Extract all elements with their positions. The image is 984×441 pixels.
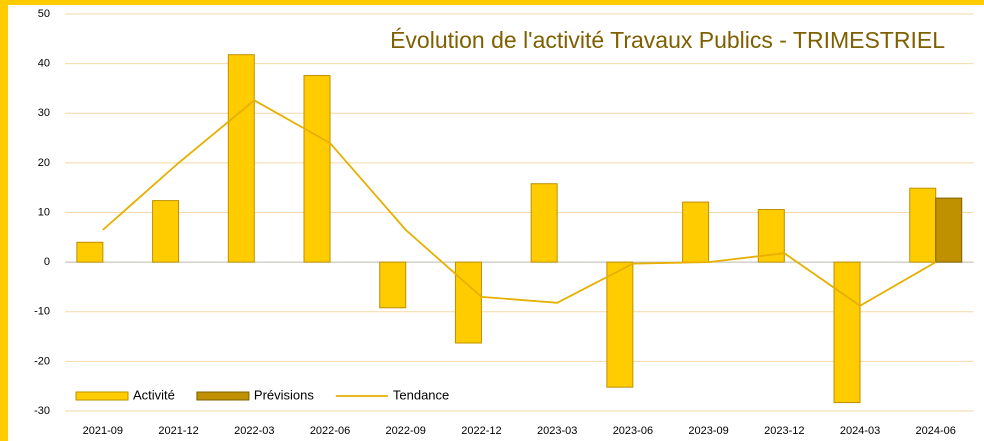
x-tick-label: 2021-12 <box>158 425 198 437</box>
y-tick-label: 50 <box>38 8 50 20</box>
x-tick-label: 2023-09 <box>688 425 728 437</box>
bar <box>935 197 963 263</box>
trend-line <box>102 99 937 307</box>
legend-label: Prévisions <box>254 387 314 402</box>
bar <box>76 241 104 263</box>
x-tick-label: 2023-06 <box>613 425 653 437</box>
bar <box>530 183 558 263</box>
x-tick-label: 2022-06 <box>310 425 350 437</box>
legend-label: Tendance <box>393 387 449 402</box>
y-tick-label: 10 <box>38 206 50 218</box>
bar <box>833 261 861 404</box>
y-tick-label: 30 <box>38 107 50 119</box>
x-tick-label: 2022-12 <box>461 425 501 437</box>
bar <box>379 261 407 309</box>
bar <box>606 261 634 388</box>
legend-swatch <box>196 391 250 401</box>
x-tick-label: 2024-03 <box>840 425 880 437</box>
x-tick-label: 2024-06 <box>916 425 956 437</box>
y-tick-label: 0 <box>44 256 50 268</box>
y-tick-label: -20 <box>34 355 50 367</box>
x-tick-label: 2021-09 <box>83 425 123 437</box>
bar <box>227 54 255 263</box>
y-tick-label: -30 <box>34 405 50 417</box>
bar <box>682 201 710 263</box>
chart-title: Évolution de l'activité Travaux Publics … <box>390 27 945 53</box>
x-tick-label: 2022-03 <box>234 425 274 437</box>
x-tick-label: 2022-09 <box>386 425 426 437</box>
x-tick-label: 2023-03 <box>537 425 577 437</box>
y-tick-label: 20 <box>38 157 50 169</box>
bar <box>152 200 180 263</box>
bar <box>454 261 482 344</box>
y-tick-label: -10 <box>34 306 50 318</box>
y-tick-label: 40 <box>38 58 50 70</box>
bar <box>909 187 937 263</box>
legend-swatch <box>75 391 129 401</box>
x-tick-label: 2023-12 <box>764 425 804 437</box>
bar <box>303 75 331 263</box>
legend-label: Activité <box>133 387 175 402</box>
